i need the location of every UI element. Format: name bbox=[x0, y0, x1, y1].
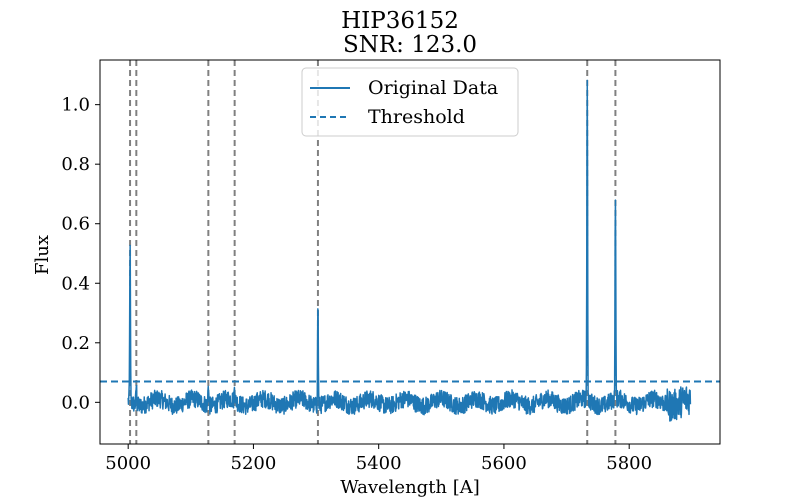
y-tick-label: 0.2 bbox=[61, 333, 90, 354]
y-tick-label: 0.6 bbox=[61, 214, 90, 235]
series-layer bbox=[100, 79, 720, 422]
legend-label-original-data: Original Data bbox=[368, 77, 498, 99]
y-tick-label: 0.8 bbox=[61, 154, 90, 175]
plot-frame bbox=[99, 59, 721, 445]
legend: Original Data Threshold bbox=[301, 67, 519, 137]
series-original-data bbox=[127, 79, 692, 422]
x-tick-label: 5800 bbox=[606, 453, 652, 474]
legend-label-threshold: Threshold bbox=[368, 106, 465, 128]
x-tick-label: 5200 bbox=[231, 453, 277, 474]
chart-title: HIP36152 bbox=[341, 8, 459, 34]
y-tick-label: 0.0 bbox=[61, 392, 90, 413]
legend-box bbox=[301, 67, 519, 137]
y-axis-label: Flux bbox=[32, 235, 53, 275]
x-tick-label: 5000 bbox=[105, 453, 151, 474]
y-tick-label: 1.0 bbox=[61, 95, 90, 116]
x-axis: 5000 5200 5400 5600 5800 bbox=[105, 444, 652, 474]
x-tick-label: 5400 bbox=[356, 453, 402, 474]
y-tick-label: 0.4 bbox=[61, 273, 90, 294]
y-axis: 0.0 0.2 0.4 0.6 0.8 1.0 bbox=[61, 95, 100, 413]
chart-subtitle: SNR: 123.0 bbox=[343, 32, 477, 58]
x-axis-label: Wavelength [A] bbox=[340, 477, 480, 498]
x-tick-label: 5600 bbox=[481, 453, 527, 474]
